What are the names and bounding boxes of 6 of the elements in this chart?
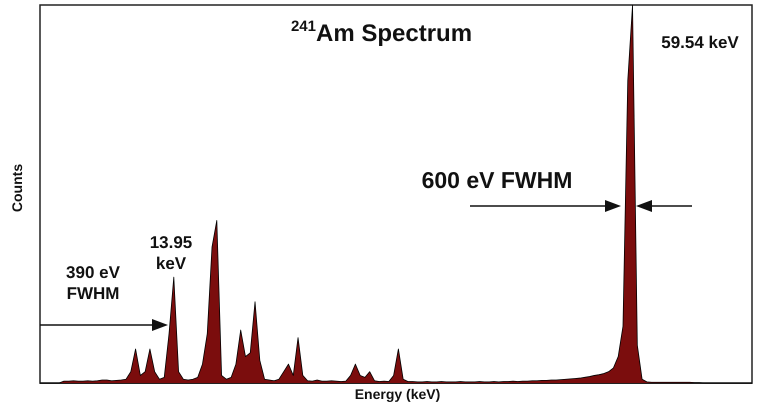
annotation: 59.54 keV xyxy=(660,32,740,54)
annotation: 13.95 keV xyxy=(148,232,194,274)
annotation: 390 eV FWHM xyxy=(65,262,121,304)
annotation: 600 eV FWHM xyxy=(420,166,574,195)
y-axis-title: Counts xyxy=(9,163,25,213)
x-axis-title: Energy (keV) xyxy=(354,386,442,402)
